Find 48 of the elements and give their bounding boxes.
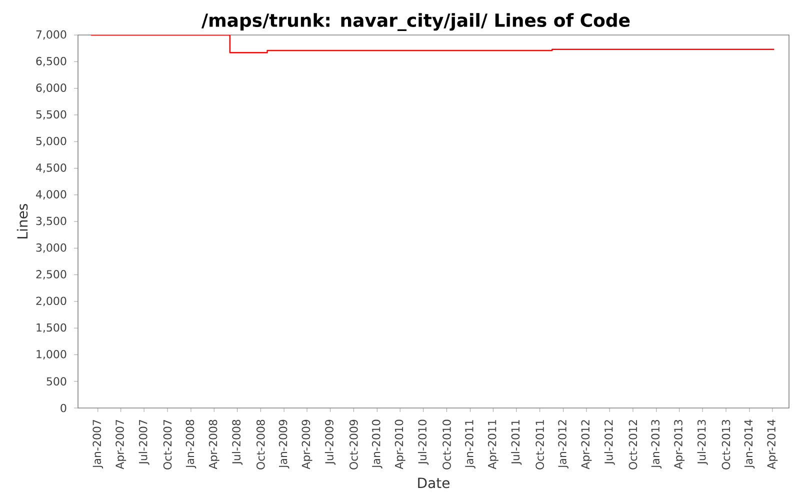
x-tick-label: Jan-2011	[465, 420, 476, 469]
x-tick-label: Apr-2008	[208, 420, 220, 470]
x-tick-label: Jul-2008	[232, 420, 243, 465]
x-tick-label: Apr-2012	[581, 420, 592, 470]
x-tick-label: Jan-2012	[558, 420, 568, 469]
y-tick-label: 1,500	[36, 323, 66, 333]
x-tick-label: Apr-2007	[116, 420, 126, 470]
x-tick-label: Jul-2010	[418, 420, 429, 465]
x-tick-label: Jul-2012	[604, 420, 615, 465]
x-tick-label: Jan-2008	[186, 420, 196, 469]
x-tick-label: Apr-2010	[394, 420, 406, 470]
x-tick-label: Jul-2013	[697, 420, 708, 465]
y-tick-label: 4,000	[36, 190, 66, 200]
x-tick-label: Oct-2013	[722, 420, 730, 470]
x-tick-label: Apr-2009	[302, 420, 312, 470]
y-tick-label: 6,500	[36, 56, 66, 66]
y-tick-label: 2,000	[36, 296, 66, 306]
x-tick-label: Jul-2009	[324, 420, 336, 465]
x-tick-label: Jan-2013	[651, 420, 662, 469]
x-tick-label: Oct-2008	[256, 420, 265, 470]
x-tick-label: Oct-2010	[442, 420, 451, 470]
y-tick-label: 3,500	[36, 216, 66, 226]
y-tick-label: 500	[46, 377, 66, 386]
y-tick-label: 5,000	[36, 136, 66, 146]
x-tick-label: Jan-2010	[372, 420, 382, 469]
x-tick-label: Apr-2011	[488, 420, 498, 470]
x-tick-label: Jul-2011	[511, 420, 522, 465]
y-tick-label: 7,000	[36, 30, 66, 40]
y-tick-label: 6,000	[36, 84, 66, 94]
y-tick-label: 1,000	[36, 350, 66, 360]
x-tick-label: Oct-2012	[628, 420, 638, 470]
x-tick-label: Apr-2014	[767, 420, 778, 470]
x-tick-label: Oct-2009	[349, 420, 358, 470]
y-tick-label: 0	[60, 404, 66, 412]
x-tick-label: Jan-2007	[92, 420, 104, 469]
x-tick-label: Oct-2007	[163, 420, 172, 470]
x-tick-label: Jul-2007	[138, 420, 150, 465]
y-tick-label: 5,500	[36, 110, 66, 120]
y-axis-title: Lines	[16, 204, 28, 238]
x-axis-title: Date	[418, 478, 450, 488]
x-tick-label: Oct-2011	[536, 420, 544, 470]
y-tick-label: 3,000	[36, 243, 66, 253]
y-tick-label: 2,500	[36, 270, 66, 280]
chart-title: /maps/trunk: navar_city/jail/ Lines of Code	[201, 13, 630, 31]
y-tick-label: 4,500	[36, 163, 66, 173]
x-tick-label: Jan-2014	[744, 420, 755, 469]
x-tick-label: Jan-2009	[278, 420, 290, 469]
x-tick-label: Apr-2013	[674, 420, 685, 470]
